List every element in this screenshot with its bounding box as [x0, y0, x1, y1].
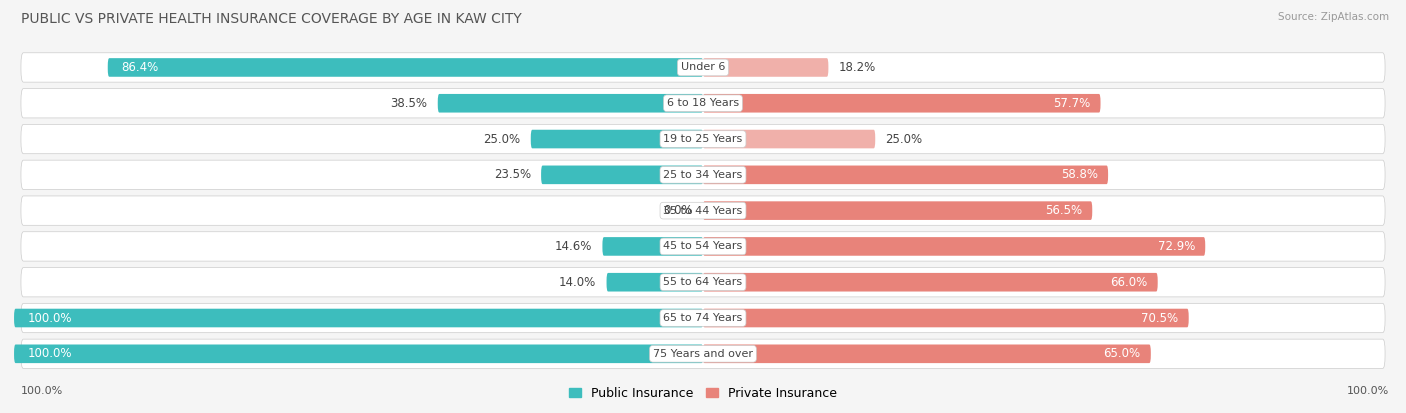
Text: 25.0%: 25.0% [886, 133, 922, 145]
Text: 25.0%: 25.0% [484, 133, 520, 145]
FancyBboxPatch shape [14, 344, 703, 363]
Text: 23.5%: 23.5% [494, 169, 531, 181]
Text: 57.7%: 57.7% [1053, 97, 1090, 110]
FancyBboxPatch shape [703, 273, 1157, 292]
FancyBboxPatch shape [703, 166, 1108, 184]
FancyBboxPatch shape [21, 160, 1385, 190]
Text: 72.9%: 72.9% [1157, 240, 1195, 253]
FancyBboxPatch shape [21, 124, 1385, 154]
Text: 56.5%: 56.5% [1045, 204, 1083, 217]
Text: 100.0%: 100.0% [1347, 387, 1389, 396]
Text: 38.5%: 38.5% [391, 97, 427, 110]
Text: 75 Years and over: 75 Years and over [652, 349, 754, 359]
Text: 45 to 54 Years: 45 to 54 Years [664, 242, 742, 252]
FancyBboxPatch shape [606, 273, 703, 292]
Text: 25 to 34 Years: 25 to 34 Years [664, 170, 742, 180]
Legend: Public Insurance, Private Insurance: Public Insurance, Private Insurance [564, 382, 842, 405]
FancyBboxPatch shape [703, 344, 1152, 363]
Text: 100.0%: 100.0% [21, 387, 63, 396]
Text: 6 to 18 Years: 6 to 18 Years [666, 98, 740, 108]
Text: 35 to 44 Years: 35 to 44 Years [664, 206, 742, 216]
Text: 18.2%: 18.2% [839, 61, 876, 74]
Text: 0.0%: 0.0% [664, 204, 693, 217]
Text: Under 6: Under 6 [681, 62, 725, 72]
FancyBboxPatch shape [602, 237, 703, 256]
FancyBboxPatch shape [437, 94, 703, 113]
FancyBboxPatch shape [108, 58, 703, 77]
FancyBboxPatch shape [703, 58, 828, 77]
Text: 100.0%: 100.0% [28, 311, 72, 325]
Text: 66.0%: 66.0% [1111, 276, 1147, 289]
FancyBboxPatch shape [703, 237, 1205, 256]
FancyBboxPatch shape [21, 303, 1385, 333]
FancyBboxPatch shape [14, 309, 703, 328]
FancyBboxPatch shape [703, 130, 875, 148]
FancyBboxPatch shape [703, 94, 1101, 113]
FancyBboxPatch shape [531, 130, 703, 148]
Text: Source: ZipAtlas.com: Source: ZipAtlas.com [1278, 12, 1389, 22]
FancyBboxPatch shape [21, 53, 1385, 82]
Text: 70.5%: 70.5% [1142, 311, 1178, 325]
Text: 14.6%: 14.6% [555, 240, 592, 253]
Text: 100.0%: 100.0% [28, 347, 72, 360]
FancyBboxPatch shape [21, 196, 1385, 225]
Text: 65 to 74 Years: 65 to 74 Years [664, 313, 742, 323]
Text: 58.8%: 58.8% [1060, 169, 1098, 181]
Text: 86.4%: 86.4% [121, 61, 159, 74]
Text: 55 to 64 Years: 55 to 64 Years [664, 277, 742, 287]
FancyBboxPatch shape [703, 309, 1188, 328]
FancyBboxPatch shape [21, 339, 1385, 368]
Text: 14.0%: 14.0% [560, 276, 596, 289]
FancyBboxPatch shape [21, 268, 1385, 297]
Text: 65.0%: 65.0% [1104, 347, 1140, 360]
FancyBboxPatch shape [541, 166, 703, 184]
Text: PUBLIC VS PRIVATE HEALTH INSURANCE COVERAGE BY AGE IN KAW CITY: PUBLIC VS PRIVATE HEALTH INSURANCE COVER… [21, 12, 522, 26]
FancyBboxPatch shape [21, 88, 1385, 118]
FancyBboxPatch shape [21, 232, 1385, 261]
FancyBboxPatch shape [703, 201, 1092, 220]
Text: 19 to 25 Years: 19 to 25 Years [664, 134, 742, 144]
